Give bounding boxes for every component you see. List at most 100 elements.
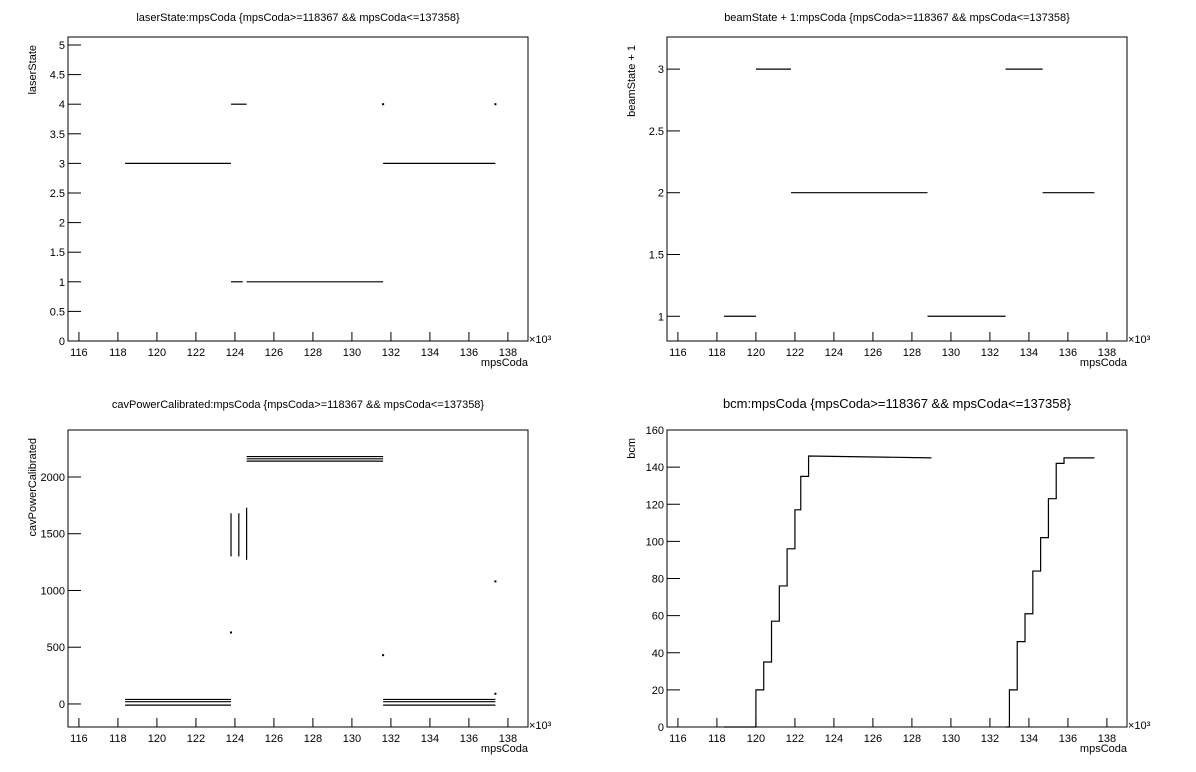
x-tick-label: 130 — [942, 733, 960, 745]
x-tick-label: 136 — [460, 347, 478, 359]
x-tick-label: 138 — [1098, 733, 1116, 745]
x-tick-label: 120 — [747, 347, 765, 359]
x-tick-label: 132 — [382, 733, 400, 745]
data-point — [494, 580, 497, 583]
plot-frame — [67, 429, 529, 728]
y-tick-label: 1000 — [41, 585, 65, 597]
y-axis-label: cavPowerCalibrated — [27, 438, 39, 536]
x-multiplier: ×10³ — [529, 334, 552, 346]
x-tick-label: 134 — [1020, 347, 1038, 359]
x-tick-label: 134 — [421, 733, 439, 745]
data-line — [1005, 457, 1095, 728]
y-tick-label: 4.5 — [50, 70, 65, 82]
x-multiplier: ×10³ — [529, 720, 552, 732]
y-tick-label: 0 — [658, 722, 664, 734]
x-tick-label: 132 — [981, 347, 999, 359]
y-tick-label: 2000 — [41, 472, 65, 484]
plot-frame — [666, 429, 1128, 728]
x-tick-label: 116 — [669, 733, 687, 745]
data-point — [494, 692, 497, 695]
x-axis-label: mpsCoda — [481, 743, 529, 755]
y-tick-label: 4 — [59, 99, 65, 111]
x-tick-label: 130 — [942, 347, 960, 359]
y-tick-label: 120 — [646, 499, 664, 511]
x-tick-label: 136 — [1059, 733, 1077, 745]
x-tick-label: 136 — [460, 733, 478, 745]
x-tick-label: 128 — [304, 733, 322, 745]
y-tick-label: 1500 — [41, 529, 65, 541]
x-tick-label: 134 — [421, 347, 439, 359]
x-tick-label: 116 — [669, 347, 687, 359]
data-point — [230, 631, 233, 634]
y-tick-label: 500 — [47, 642, 65, 654]
chart-title: laserState:mpsCoda {mpsCoda>=118367 && m… — [136, 12, 460, 24]
x-multiplier: ×10³ — [1128, 720, 1151, 732]
y-axis-label: laserState — [27, 45, 39, 95]
y-tick-label: 20 — [652, 685, 664, 697]
x-tick-label: 118 — [109, 733, 127, 745]
y-tick-label: 60 — [652, 611, 664, 623]
y-tick-label: 1.5 — [50, 247, 65, 259]
plot-frame — [666, 36, 1128, 342]
x-tick-label: 120 — [148, 733, 166, 745]
x-tick-label: 124 — [825, 347, 843, 359]
data-point — [382, 103, 385, 106]
x-tick-label: 130 — [343, 733, 361, 745]
y-tick-label: 3.5 — [50, 129, 65, 141]
chart-title: beamState + 1:mpsCoda {mpsCoda>=118367 &… — [724, 12, 1070, 24]
x-tick-label: 132 — [981, 733, 999, 745]
y-tick-label: 100 — [646, 536, 664, 548]
x-tick-label: 134 — [1020, 733, 1038, 745]
chart-title: cavPowerCalibrated:mpsCoda {mpsCoda>=118… — [112, 399, 485, 411]
y-tick-label: 160 — [646, 425, 664, 437]
y-axis-label: bcm — [626, 438, 638, 459]
x-tick-label: 118 — [708, 733, 726, 745]
x-tick-label: 136 — [1059, 347, 1077, 359]
x-tick-label: 128 — [903, 733, 921, 745]
y-tick-label: 0 — [59, 699, 65, 711]
data-point — [382, 654, 385, 657]
x-tick-label: 138 — [499, 733, 517, 745]
y-tick-label: 2.5 — [649, 126, 664, 138]
x-tick-label: 130 — [343, 347, 361, 359]
x-axis-label: mpsCoda — [1080, 357, 1128, 369]
plot-frame — [67, 36, 529, 342]
x-tick-label: 122 — [786, 347, 804, 359]
x-tick-label: 122 — [187, 347, 205, 359]
x-tick-label: 138 — [499, 347, 517, 359]
x-tick-label: 122 — [786, 733, 804, 745]
data-point — [494, 103, 497, 106]
x-tick-label: 122 — [187, 733, 205, 745]
x-tick-label: 132 — [382, 347, 400, 359]
y-tick-label: 2.5 — [50, 188, 65, 200]
chart-title: bcm:mpsCoda {mpsCoda>=118367 && mpsCoda<… — [723, 396, 1072, 411]
y-tick-label: 0.5 — [50, 306, 65, 318]
y-tick-label: 3 — [658, 64, 664, 76]
y-tick-label: 3 — [59, 158, 65, 170]
x-multiplier: ×10³ — [1128, 334, 1151, 346]
y-tick-label: 5 — [59, 40, 65, 52]
x-tick-label: 126 — [864, 733, 882, 745]
y-tick-label: 0 — [59, 336, 65, 348]
x-tick-label: 116 — [70, 733, 88, 745]
x-axis-label: mpsCoda — [481, 357, 529, 369]
x-tick-label: 126 — [864, 347, 882, 359]
y-tick-label: 1 — [59, 277, 65, 289]
x-tick-label: 124 — [226, 347, 244, 359]
y-tick-label: 2 — [658, 188, 664, 200]
x-tick-label: 126 — [265, 347, 283, 359]
y-tick-label: 80 — [652, 574, 664, 586]
y-tick-label: 1 — [658, 311, 664, 323]
x-tick-label: 118 — [708, 347, 726, 359]
x-tick-label: 120 — [747, 733, 765, 745]
y-tick-label: 140 — [646, 462, 664, 474]
x-tick-label: 124 — [825, 733, 843, 745]
y-tick-label: 1.5 — [649, 249, 664, 261]
x-tick-label: 128 — [304, 347, 322, 359]
data-line — [724, 455, 932, 728]
y-axis-label: beamState + 1 — [626, 45, 638, 117]
x-tick-label: 116 — [70, 347, 88, 359]
x-tick-label: 120 — [148, 347, 166, 359]
y-tick-label: 2 — [59, 218, 65, 230]
